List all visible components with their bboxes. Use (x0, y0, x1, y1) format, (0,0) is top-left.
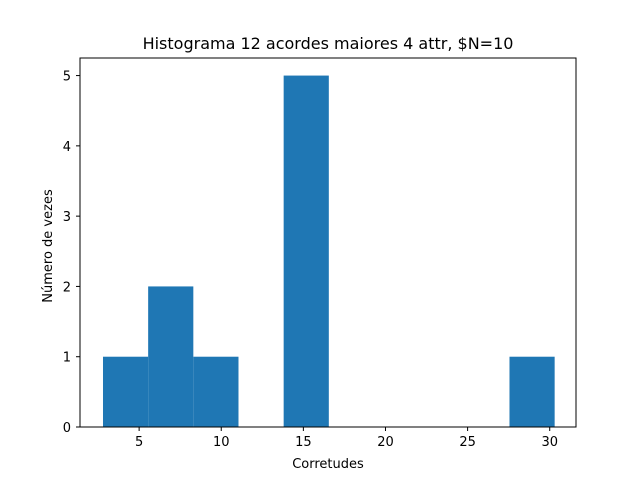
x-tick-label: 10 (213, 435, 230, 450)
x-tick-label: 15 (295, 435, 312, 450)
histogram-bar (193, 356, 239, 427)
y-tick-label: 3 (63, 210, 71, 225)
bars-group (102, 75, 555, 428)
x-axis-ticks: 5 10 15 20 25 30 (135, 427, 558, 450)
chart-title: Histograma 12 acordes maiores 4 attr, $N… (143, 34, 514, 53)
x-tick-label: 25 (459, 435, 476, 450)
histogram-bar (148, 286, 194, 427)
y-tick-label: 5 (63, 70, 71, 85)
y-axis-ticks: 0 1 2 3 4 5 (63, 70, 80, 436)
plot-frame (79, 57, 577, 428)
y-tick-label: 2 (63, 280, 71, 295)
histogram-bar (283, 75, 329, 428)
x-tick-label: 5 (135, 435, 143, 450)
histogram-bar (509, 356, 555, 427)
x-axis-label: Corretudes (292, 457, 364, 472)
y-tick-label: 0 (63, 421, 71, 436)
x-tick-label: 30 (541, 435, 558, 450)
histogram-bar (102, 356, 149, 427)
y-axis-label: Número de vezes (41, 189, 56, 303)
x-tick-label: 20 (377, 435, 394, 450)
y-tick-label: 4 (63, 140, 71, 155)
y-tick-label: 1 (63, 351, 71, 366)
